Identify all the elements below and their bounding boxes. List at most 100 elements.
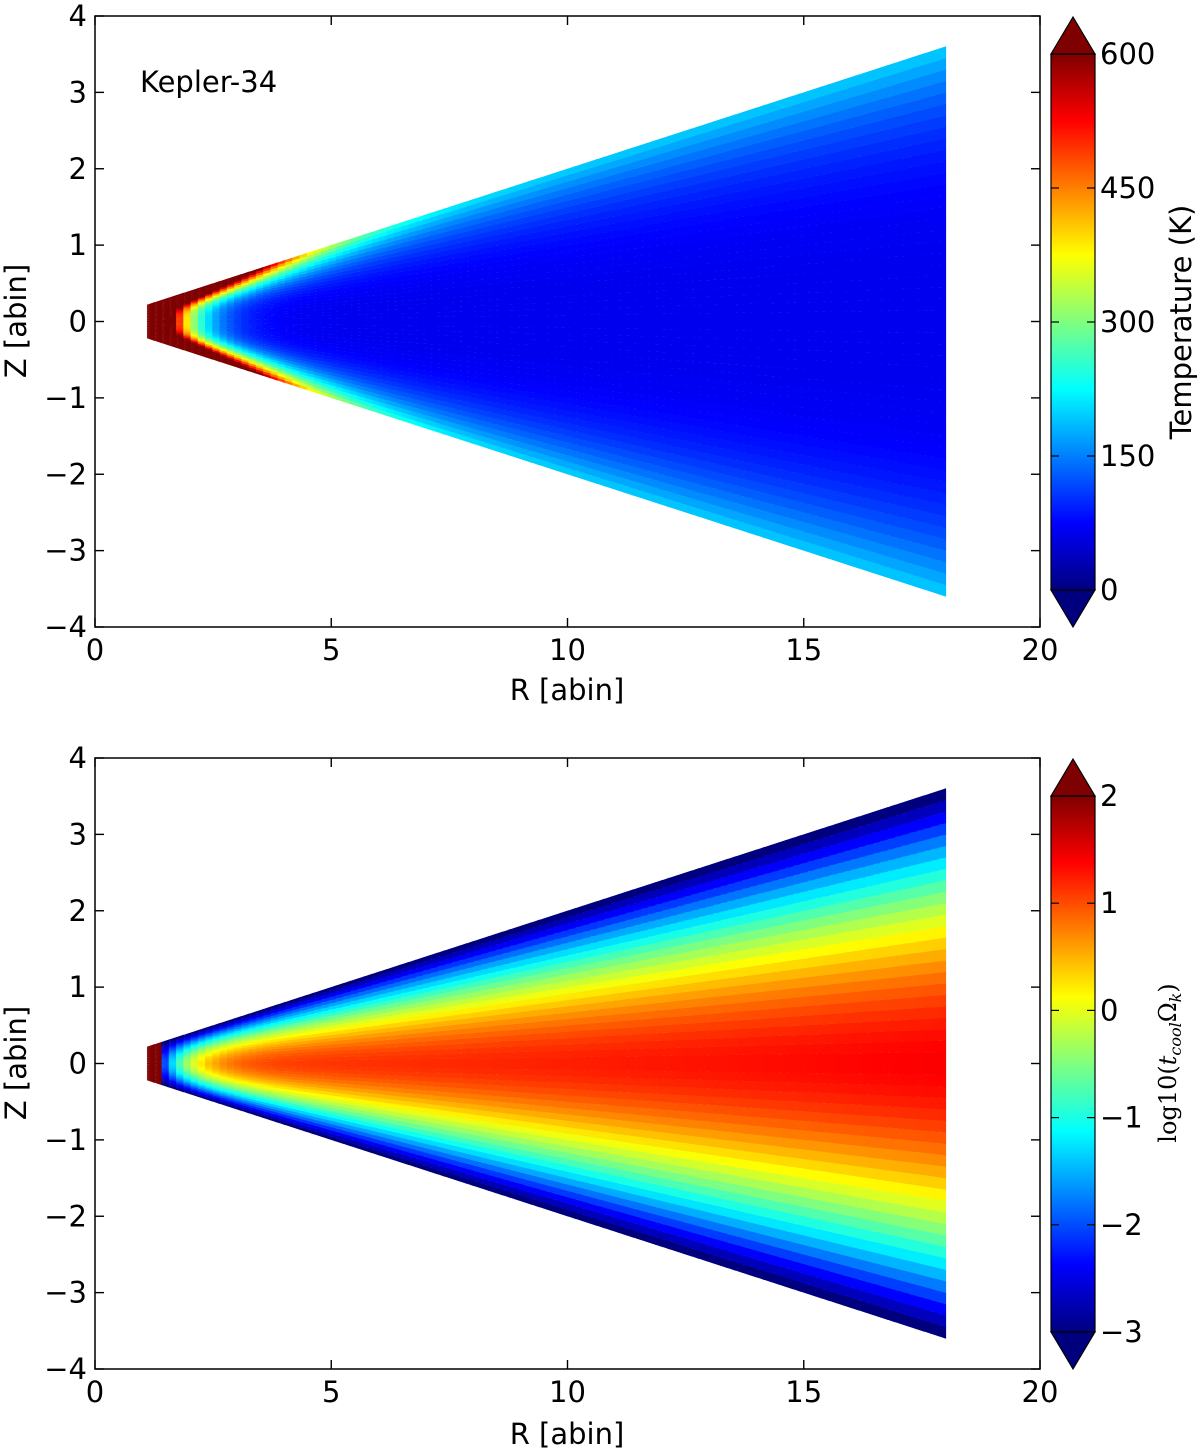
heat-cell xyxy=(146,333,155,337)
heat-cell xyxy=(226,315,235,319)
heat-cell xyxy=(742,215,751,226)
heat-cell xyxy=(843,412,852,424)
heat-cell xyxy=(560,270,569,278)
heat-cell xyxy=(219,356,228,361)
heat-cell xyxy=(437,349,446,355)
heat-cell xyxy=(822,153,830,165)
heat-cell xyxy=(328,330,337,335)
heat-cell xyxy=(401,337,409,343)
heat-cell xyxy=(851,177,859,190)
heat-cell xyxy=(459,346,467,352)
heat-cell xyxy=(219,326,228,329)
heat-cell xyxy=(887,396,896,408)
heat-cell xyxy=(248,369,257,374)
heat-cell xyxy=(212,351,221,356)
heat-cell xyxy=(676,297,685,306)
heat-cell xyxy=(582,301,591,309)
heat-cell xyxy=(263,332,271,336)
heat-cell xyxy=(836,401,845,413)
heat-cell xyxy=(364,324,373,330)
heat-cell xyxy=(495,293,504,300)
heat-cell xyxy=(488,288,497,296)
heat-cell xyxy=(698,419,707,429)
heat-cell xyxy=(829,231,838,243)
heat-cell xyxy=(582,334,591,342)
heat-cell xyxy=(190,287,199,292)
heat-cell xyxy=(807,204,816,216)
heat-cell xyxy=(713,312,722,322)
heat-cell xyxy=(887,148,896,162)
heat-cell xyxy=(880,374,889,386)
heat-cell xyxy=(829,361,838,372)
heat-cell xyxy=(676,233,685,244)
heat-cell xyxy=(255,318,264,322)
heat-cell xyxy=(205,355,213,360)
heat-cell xyxy=(306,256,315,262)
heat-cell xyxy=(727,295,736,305)
heat-cell xyxy=(851,310,859,322)
heat-cell xyxy=(822,419,830,431)
heat-cell xyxy=(575,262,584,270)
heat-cell xyxy=(393,312,402,318)
heat-cell xyxy=(604,376,613,385)
heat-cell xyxy=(263,371,271,377)
heat-cell xyxy=(894,245,903,257)
heat-cell xyxy=(691,417,700,428)
heat-cell xyxy=(451,306,460,312)
heat-cell xyxy=(626,385,634,395)
heat-cell xyxy=(662,367,671,376)
heat-cell xyxy=(756,330,765,340)
heat-cell xyxy=(575,373,584,381)
heat-cell xyxy=(270,284,279,289)
heat-cell xyxy=(669,360,678,369)
heat-cell xyxy=(807,263,816,274)
heat-cell xyxy=(836,250,845,262)
heat-cell xyxy=(851,341,859,353)
heat-cell xyxy=(205,352,213,357)
heat-cell xyxy=(662,243,671,253)
heat-cell xyxy=(705,304,714,314)
heat-cell xyxy=(408,329,417,335)
heat-cell xyxy=(894,493,903,507)
heat-cell xyxy=(880,310,889,322)
heat-cell xyxy=(807,398,816,410)
heat-cell xyxy=(299,304,308,308)
heat-cell xyxy=(836,230,845,242)
heat-cell xyxy=(771,439,780,451)
heat-cell xyxy=(277,264,286,270)
heat-cell xyxy=(880,225,889,237)
heat-cell xyxy=(531,297,540,304)
heat-cell xyxy=(705,296,714,306)
heat-cell xyxy=(858,248,867,260)
heat-cell xyxy=(800,435,809,447)
heat-cell xyxy=(836,451,845,464)
heat-cell xyxy=(277,272,286,278)
heat-cell xyxy=(350,321,359,326)
heat-cell xyxy=(727,355,736,365)
heat-cell xyxy=(872,352,881,365)
heat-cell xyxy=(865,237,874,249)
heat-cell xyxy=(146,337,155,341)
heat-cell xyxy=(843,402,852,414)
heat-cell xyxy=(807,233,816,245)
heat-cell xyxy=(647,260,656,270)
heat-cell xyxy=(880,321,889,333)
heat-cell xyxy=(415,307,424,313)
heat-cell xyxy=(713,396,722,407)
heat-cell xyxy=(205,343,213,348)
heat-cell xyxy=(597,348,605,357)
heat-cell xyxy=(822,321,830,332)
heat-cell xyxy=(618,249,627,258)
heat-cell xyxy=(872,405,881,417)
heat-cell xyxy=(335,291,344,296)
heat-cell xyxy=(241,360,250,366)
heat-cell xyxy=(676,407,685,418)
heat-cell xyxy=(669,414,678,424)
heat-cell xyxy=(785,470,794,482)
heat-cell xyxy=(546,327,555,335)
heat-cell xyxy=(299,324,308,328)
heat-cell xyxy=(176,343,184,347)
heat-cell xyxy=(255,362,264,368)
heat-cell xyxy=(379,313,388,318)
heat-cell xyxy=(887,191,896,205)
